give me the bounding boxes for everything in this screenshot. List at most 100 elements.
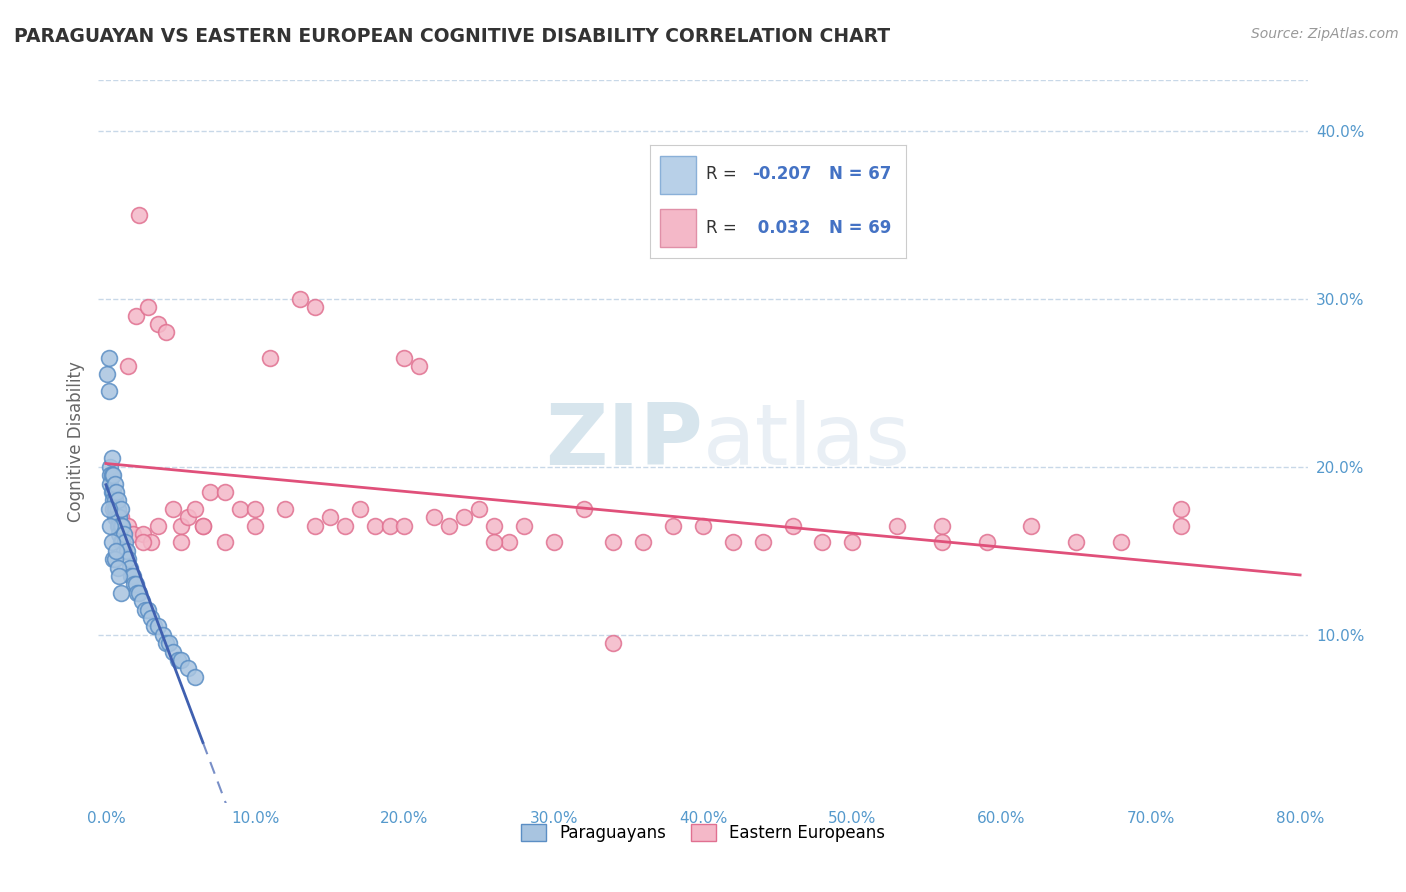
Point: [146, 518, 169, 533]
FancyBboxPatch shape: [659, 156, 696, 194]
Point: [101, 485, 124, 500]
Point: [121, 527, 143, 541]
Text: atlas: atlas: [703, 400, 911, 483]
Point: [1021, 518, 1043, 533]
Point: [931, 535, 953, 549]
Point: [108, 518, 131, 533]
Point: [101, 468, 124, 483]
Point: [177, 661, 200, 675]
Point: [572, 501, 595, 516]
Point: [111, 518, 134, 533]
Point: [103, 552, 125, 566]
Point: [319, 510, 342, 524]
Point: [97, 384, 120, 398]
Point: [128, 586, 150, 600]
Point: [101, 535, 124, 549]
Point: [162, 501, 184, 516]
Point: [166, 653, 188, 667]
Point: [107, 493, 129, 508]
Text: N = 67: N = 67: [830, 165, 891, 183]
Point: [155, 326, 177, 340]
Point: [97, 351, 120, 365]
Point: [155, 636, 177, 650]
Point: [103, 501, 125, 516]
Point: [110, 535, 132, 549]
Point: [146, 317, 169, 331]
Point: [125, 577, 148, 591]
Y-axis label: Cognitive Disability: Cognitive Disability: [66, 361, 84, 522]
Point: [120, 569, 142, 583]
Point: [692, 518, 714, 533]
Point: [107, 501, 129, 516]
Point: [602, 636, 624, 650]
Point: [886, 518, 908, 533]
Point: [107, 510, 129, 524]
Point: [117, 518, 139, 533]
Point: [136, 300, 159, 314]
Point: [104, 552, 127, 566]
Point: [243, 518, 266, 533]
Point: [152, 628, 174, 642]
Point: [304, 300, 326, 314]
Point: [104, 510, 127, 524]
Point: [132, 535, 155, 549]
Point: [107, 560, 129, 574]
Point: [288, 292, 311, 306]
Point: [98, 468, 121, 483]
Point: [103, 501, 125, 516]
Point: [498, 535, 520, 549]
Point: [98, 476, 121, 491]
Point: [146, 619, 169, 633]
Point: [128, 208, 150, 222]
Point: [191, 518, 214, 533]
Point: [333, 518, 356, 533]
Point: [105, 510, 128, 524]
Point: [662, 518, 685, 533]
Point: [104, 501, 127, 516]
Text: PARAGUAYAN VS EASTERN EUROPEAN COGNITIVE DISABILITY CORRELATION CHART: PARAGUAYAN VS EASTERN EUROPEAN COGNITIVE…: [14, 27, 890, 45]
Point: [132, 527, 155, 541]
Point: [103, 468, 125, 483]
Point: [136, 602, 159, 616]
Point: [394, 518, 416, 533]
FancyBboxPatch shape: [659, 210, 696, 247]
Point: [115, 543, 138, 558]
Point: [976, 535, 998, 549]
Point: [139, 535, 162, 549]
Point: [1064, 535, 1087, 549]
Point: [112, 543, 135, 558]
Point: [468, 501, 491, 516]
Point: [363, 518, 385, 533]
Point: [108, 510, 131, 524]
Point: [482, 518, 505, 533]
Point: [105, 501, 128, 516]
Point: [721, 535, 744, 549]
Point: [98, 518, 121, 533]
Point: [184, 501, 207, 516]
Point: [107, 518, 129, 533]
Point: [200, 485, 222, 500]
Text: N = 69: N = 69: [830, 219, 891, 236]
Point: [101, 451, 124, 466]
Point: [543, 535, 565, 549]
Point: [104, 493, 127, 508]
Point: [169, 518, 191, 533]
Point: [177, 510, 200, 524]
Text: -0.207: -0.207: [752, 165, 811, 183]
Point: [931, 518, 953, 533]
Point: [110, 586, 132, 600]
Point: [122, 577, 145, 591]
Point: [1170, 501, 1192, 516]
Text: R =: R =: [706, 165, 742, 183]
Point: [169, 535, 191, 549]
Point: [482, 535, 505, 549]
Point: [841, 535, 863, 549]
Point: [811, 535, 834, 549]
Point: [131, 594, 153, 608]
Point: [127, 586, 149, 600]
Point: [142, 619, 165, 633]
Point: [1170, 518, 1192, 533]
Point: [184, 670, 207, 684]
Point: [408, 359, 430, 373]
Point: [439, 518, 461, 533]
